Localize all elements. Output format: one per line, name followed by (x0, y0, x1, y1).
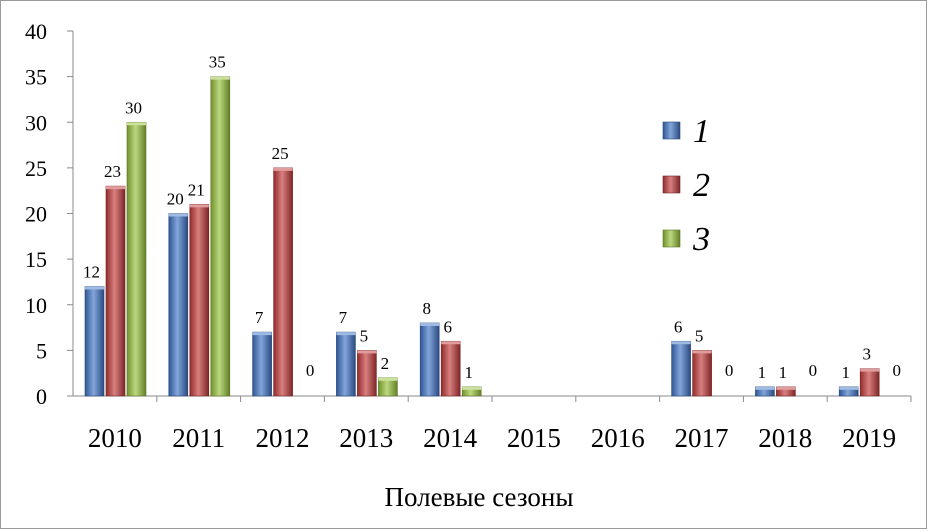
x-tick-label: 2012 (256, 423, 310, 453)
bar-series-1 (252, 331, 272, 397)
data-label: 0 (892, 361, 901, 380)
data-label: 30 (125, 98, 142, 117)
y-tick-label: 40 (25, 19, 47, 44)
x-tick-label: 2016 (591, 423, 645, 453)
data-label: 6 (674, 317, 683, 336)
x-tick-label: 2015 (507, 423, 561, 453)
data-label: 1 (841, 363, 850, 382)
bar-top-bevel (755, 386, 775, 390)
bar-series-1 (84, 286, 105, 397)
bar-series-2 (105, 185, 126, 397)
bar-series-2 (692, 350, 712, 397)
bar-top-bevel (671, 341, 691, 345)
data-label: 21 (188, 180, 205, 199)
bar-series-3 (126, 121, 147, 397)
bar-series-1 (419, 322, 440, 397)
y-tick-label: 35 (25, 65, 47, 90)
bar-series-2 (357, 350, 377, 397)
bar-top-bevel (860, 368, 880, 372)
bar-series-1 (336, 331, 356, 397)
x-axis-title: Полевые сезоны (385, 482, 574, 512)
legend-swatch-3 (662, 229, 681, 248)
bar-series-1 (671, 340, 691, 397)
bar-top-bevel (378, 377, 398, 381)
data-label: 25 (272, 144, 289, 163)
legend-label: 2 (693, 167, 710, 204)
bar-top-bevel (462, 386, 482, 390)
legend-swatch-2 (662, 175, 681, 194)
bar-top-bevel (357, 350, 377, 354)
legend-swatch-1 (662, 121, 681, 140)
bar-top-bevel (189, 204, 209, 208)
data-label: 1 (779, 363, 788, 382)
y-tick-label: 10 (25, 293, 47, 318)
x-tick-label: 2014 (423, 423, 478, 453)
y-tick-label: 25 (25, 156, 47, 181)
data-label: 8 (422, 299, 431, 318)
bar-series-3 (210, 76, 231, 397)
data-label: 3 (862, 345, 871, 364)
bar-top-bevel (336, 332, 356, 336)
bar-top-bevel (106, 186, 125, 190)
bar-top-bevel (420, 323, 440, 326)
data-label: 1 (758, 363, 767, 382)
x-tick-label: 2019 (842, 423, 896, 453)
bar-top-bevel (839, 386, 859, 390)
y-tick-label: 5 (36, 338, 47, 363)
data-label: 5 (360, 326, 369, 345)
bar-top-bevel (252, 332, 272, 336)
data-label: 0 (306, 361, 315, 380)
bar-series-2 (440, 340, 461, 397)
data-label: 7 (255, 308, 264, 327)
y-tick-label: 15 (25, 247, 47, 272)
y-tick-label: 30 (25, 110, 47, 135)
data-label: 23 (104, 162, 121, 181)
bar-top-bevel (210, 76, 230, 80)
data-label: 1 (464, 363, 473, 382)
bar-top-bevel (85, 286, 104, 290)
y-tick-label: 0 (36, 384, 47, 409)
data-label: 6 (443, 317, 452, 336)
data-label: 12 (83, 263, 100, 282)
x-tick-label: 2010 (88, 423, 142, 453)
bar-series-1 (168, 213, 189, 397)
data-label: 0 (809, 361, 818, 380)
data-label: 20 (167, 190, 184, 209)
data-label: 5 (695, 326, 704, 345)
x-tick-label: 2017 (675, 423, 729, 453)
bar-series-2 (859, 368, 880, 397)
bar-top-bevel (692, 350, 712, 354)
bar-series-2 (189, 204, 210, 397)
bar-top-bevel (441, 341, 461, 345)
bar-top-bevel (273, 167, 293, 171)
data-label: 35 (209, 53, 226, 72)
legend-label: 3 (692, 221, 710, 258)
bar-top-bevel (127, 122, 146, 126)
bar-top-bevel (776, 386, 796, 390)
x-tick-label: 2011 (172, 423, 225, 453)
data-label: 0 (725, 361, 734, 380)
x-tick-label: 2018 (758, 423, 812, 453)
bar-series-2 (273, 167, 293, 397)
data-label: 7 (339, 308, 348, 327)
legend-label: 1 (693, 113, 710, 150)
bar-top-bevel (168, 213, 188, 217)
data-label: 2 (381, 354, 390, 373)
x-tick-label: 2013 (339, 423, 393, 453)
y-tick-label: 20 (25, 202, 47, 227)
